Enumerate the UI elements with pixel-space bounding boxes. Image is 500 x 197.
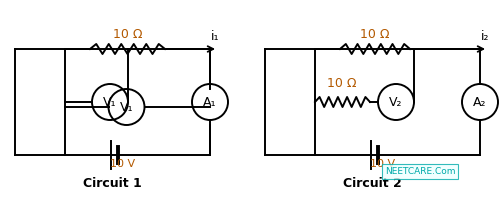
Text: 10 Ω: 10 Ω xyxy=(360,28,390,41)
Text: 10 V: 10 V xyxy=(110,159,135,169)
Text: i₁: i₁ xyxy=(211,30,219,43)
Text: 10 Ω: 10 Ω xyxy=(327,77,357,90)
Text: V₂: V₂ xyxy=(389,96,403,109)
Text: 10 Ω: 10 Ω xyxy=(113,28,142,41)
Text: 10 V: 10 V xyxy=(370,159,395,169)
Text: V₁: V₁ xyxy=(104,96,117,109)
Text: A₁: A₁ xyxy=(203,96,217,109)
Text: i₂: i₂ xyxy=(481,30,489,43)
Text: A₂: A₂ xyxy=(473,96,487,109)
Text: Circuit 1: Circuit 1 xyxy=(83,177,142,190)
Text: Circuit 2: Circuit 2 xyxy=(343,177,402,190)
Text: V₁: V₁ xyxy=(120,100,133,113)
Text: NEETCARE.Com: NEETCARE.Com xyxy=(385,167,455,176)
